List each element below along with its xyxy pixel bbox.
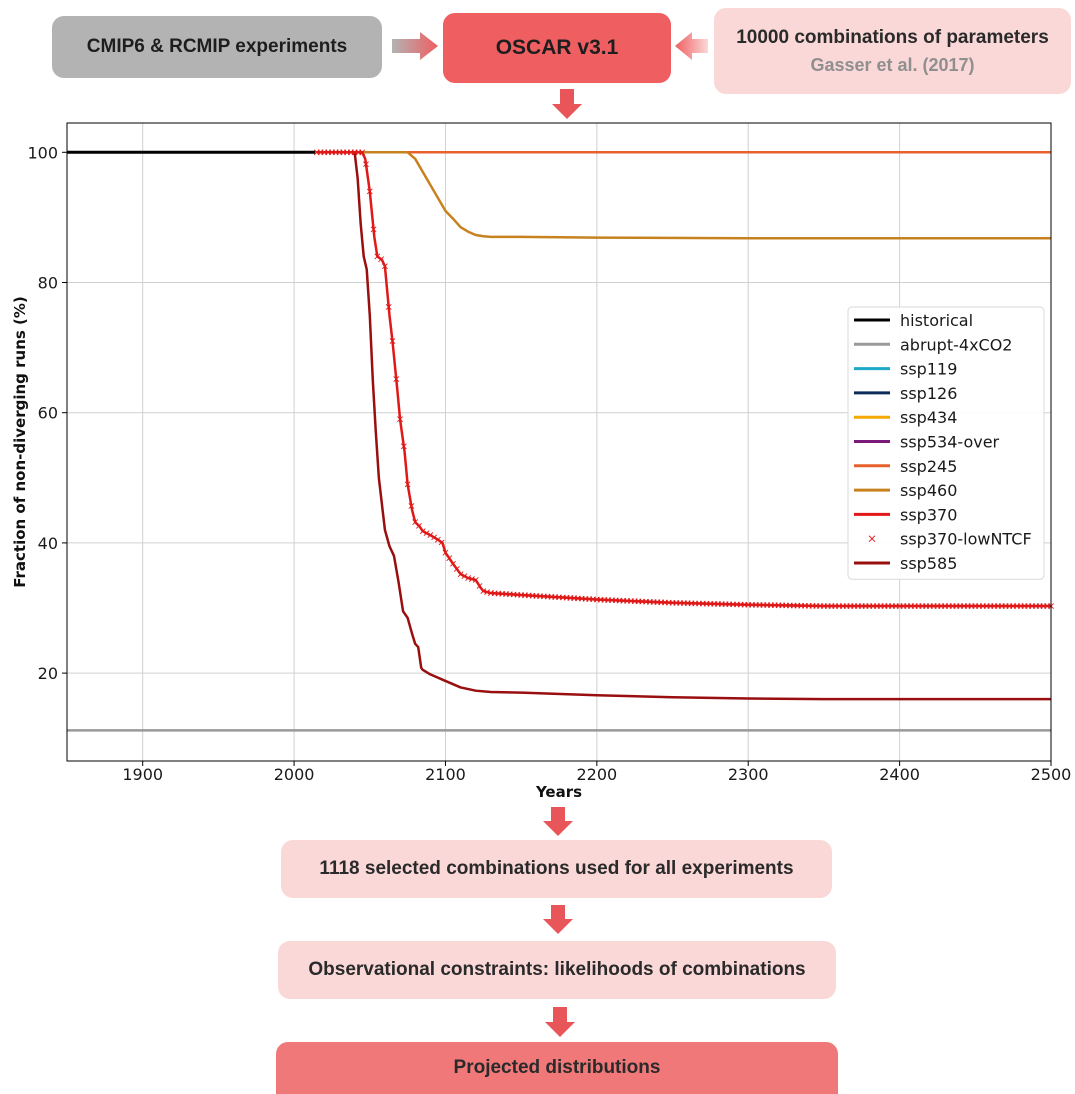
series-ssp460: [316, 151, 1051, 240]
arrow-cmip-to-oscar: [392, 32, 438, 60]
series-marker: [374, 253, 381, 260]
series-marker: [476, 583, 483, 589]
y-tick-label-80: 80: [38, 274, 58, 293]
series-marker: [453, 566, 460, 572]
x-tick-label-2000: 2000: [274, 765, 315, 784]
oscar-model-label: OSCAR v3.1: [495, 36, 619, 59]
x-tick-label-2500: 2500: [1031, 765, 1072, 784]
series-marker: [461, 573, 468, 580]
series-marker: [378, 256, 385, 263]
series-marker: [385, 303, 392, 310]
series-marker: [465, 575, 472, 581]
legend-entry-ssp245: ssp245: [854, 457, 957, 476]
oscar-model-box: OSCAR v3.1: [443, 13, 671, 83]
legend-label: ssp126: [900, 384, 957, 403]
series-marker: [363, 161, 369, 168]
x-tick-label-1900: 1900: [122, 765, 163, 784]
series-marker: [484, 589, 491, 595]
series-marker: [431, 534, 438, 541]
legend-entry-historical: historical: [854, 311, 973, 330]
series-marker: [457, 571, 464, 578]
series-marker: [480, 588, 487, 595]
legend-entry-ssp370-lowntcf: ssp370-lowNTCF: [868, 530, 1032, 549]
legend-entry-ssp434: ssp434: [854, 408, 957, 427]
cmip-experiments-label: CMIP6 & RCMIP experiments: [86, 36, 348, 57]
series-marker: [442, 549, 449, 556]
series-marker: [434, 536, 441, 543]
legend-label: ssp434: [900, 408, 957, 427]
chart-series: [67, 149, 1054, 732]
legend-label: ssp370: [900, 505, 957, 524]
legend-label: ssp460: [900, 481, 957, 500]
series-marker: [400, 443, 407, 450]
selected-combinations-box: 1118 selected combinations used for all …: [281, 840, 832, 898]
series-marker: [397, 416, 403, 423]
arrow-selected-to-constraints: [543, 905, 573, 934]
y-tick-label-20: 20: [38, 664, 58, 683]
parameter-combinations-label: 10000 combinations of parameters: [736, 26, 1049, 48]
x-tick-label-2300: 2300: [728, 765, 769, 784]
series-marker: [472, 577, 479, 583]
plot-frame: [66, 122, 1052, 762]
series-marker: [419, 528, 426, 535]
x-tick-label-2400: 2400: [879, 765, 920, 784]
y-tick-label-100: 100: [27, 143, 58, 162]
selected-combinations-label: 1118 selected combinations used for all …: [319, 858, 794, 879]
series-marker: [370, 226, 377, 233]
legend-entry-ssp370: ssp370: [854, 505, 957, 524]
legend-label: abrupt-4xCO2: [900, 335, 1012, 354]
arrow-constraints-to-projected: [545, 1007, 575, 1037]
series-marker: [393, 376, 400, 382]
arrow-oscar-to-chart: [552, 89, 582, 119]
series-marker: [404, 481, 411, 488]
y-tick-label-60: 60: [38, 404, 58, 423]
arrow-chart-to-selected: [543, 807, 573, 836]
series-marker: [366, 188, 373, 195]
projected-distributions-label: Projected distributions: [453, 1057, 661, 1078]
projected-distributions-box: Projected distributions: [276, 1042, 838, 1094]
observational-constraints-label: Observational constraints: likelihoods o…: [308, 959, 806, 980]
series-marker: [469, 576, 475, 582]
chart-ticks: 1900 2000 2100 2200 2300 2400 2500 20 40 60 80 100: [27, 143, 1071, 784]
series-marker: [427, 532, 434, 539]
arrow-params-to-oscar: [675, 32, 708, 60]
legend-entry-ssp534-over: ssp534-over: [854, 433, 1000, 452]
cmip-experiments-box: CMIP6 & RCMIP experiments: [52, 16, 382, 78]
legend-label: ssp585: [900, 554, 957, 573]
series-marker: [359, 149, 366, 156]
legend-entry-ssp460: ssp460: [854, 481, 957, 500]
series-marker: [389, 338, 396, 345]
x-tick-label-2100: 2100: [425, 765, 466, 784]
series-marker: [416, 522, 422, 529]
observational-constraints-box: Observational constraints: likelihoods o…: [278, 941, 836, 999]
legend-label: ssp119: [900, 360, 957, 379]
parameter-reference-label: Gasser et al. (2017): [810, 54, 975, 75]
legend-entry-ssp585: ssp585: [854, 554, 957, 573]
series-marker: [381, 263, 388, 270]
y-axis-label: Fraction of non-diverging runs (%): [11, 296, 29, 588]
series-marker: [408, 503, 415, 509]
chart-legend: historical abrupt-4xCO2 ssp119 ssp126 ssp434…: [847, 306, 1045, 580]
parameter-combinations-box: 10000 combinations of parameters Gasser …: [714, 8, 1071, 94]
legend-marker: [868, 535, 876, 543]
x-axis-label: Years: [535, 783, 582, 801]
legend-entry-ssp126: ssp126: [854, 384, 957, 403]
legend-frame: [847, 306, 1045, 580]
legend-label: ssp245: [900, 457, 957, 476]
y-tick-label-40: 40: [38, 534, 58, 553]
legend-label: historical: [900, 311, 973, 330]
series-ssp370-lowntcf: [313, 149, 1054, 609]
legend-label: ssp370-lowNTCF: [900, 530, 1032, 549]
legend-entry-abrupt-4xco2: abrupt-4xCO2: [854, 335, 1012, 354]
series-marker: [450, 560, 456, 567]
series-ssp585: [316, 151, 1051, 701]
series-marker: [446, 555, 453, 562]
x-tick-label-2200: 2200: [576, 765, 617, 784]
legend-entry-ssp119: ssp119: [854, 360, 957, 379]
legend-label: ssp534-over: [900, 433, 1000, 452]
series-marker: [438, 539, 445, 546]
series-marker: [423, 530, 430, 537]
